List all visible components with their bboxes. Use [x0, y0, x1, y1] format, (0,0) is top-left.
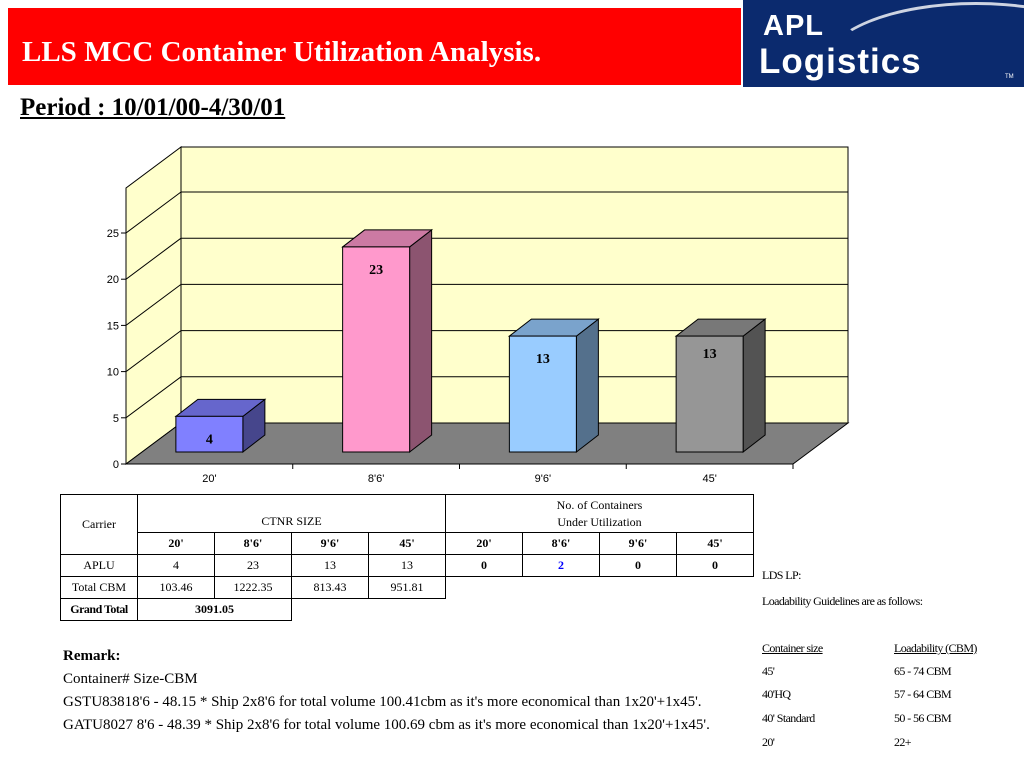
apl-logistics-logo: APL Logistics TM	[743, 0, 1024, 87]
count-cell: 4	[137, 554, 215, 577]
bar-front	[342, 246, 411, 453]
lds-load-cell: 50 - 56 CBM	[894, 711, 952, 725]
remarks-line: GATU8027 8'6 - 48.39 * Ship 2x8'6 for to…	[63, 717, 710, 733]
under-count-cell: 2	[522, 554, 600, 577]
y-tick-label: 20	[107, 274, 119, 286]
remarks-line: GSTU83818'6 - 48.15 * Ship 2x8'6 for tot…	[63, 694, 702, 710]
y-tick-label: 10	[107, 367, 119, 379]
under-count-cell: 0	[599, 554, 677, 577]
under-size-header-cell: 9'6'	[599, 532, 677, 555]
size-header-cell: 20'	[137, 532, 215, 555]
y-tick-label: 15	[107, 320, 119, 332]
count-cell: 23	[214, 554, 292, 577]
ctnr-size-header-text: CTNR SIZE	[261, 514, 322, 528]
table-row-total-cbm: Total CBM 103.46 1222.35 813.43 951.81	[60, 576, 754, 599]
size-header-cell: 9'6'	[291, 532, 369, 555]
ctnr-size-header: CTNR SIZE	[137, 494, 446, 533]
gridline-side	[125, 283, 182, 326]
under-utilization-header: No. of Containers Under Utilization	[445, 494, 754, 533]
bar-front	[508, 335, 577, 453]
lds-size-cell: 40'HQ	[762, 687, 791, 701]
under-size-header-cell: 8'6'	[522, 532, 600, 555]
logo-trademark: TM	[1005, 74, 1014, 80]
lds-load-cell: 57 - 64 CBM	[894, 687, 952, 701]
table-row-grand-total: Grand Total 3091.05	[60, 598, 754, 621]
lds-load-cell: 22+	[894, 735, 912, 749]
grand-total-label: Grand Total	[60, 598, 138, 621]
bar-side	[575, 318, 599, 454]
size-header-cell: 8'6'	[214, 532, 292, 555]
under-count-cell: 0	[676, 554, 754, 577]
lds-size-cell: 40' Standard	[762, 711, 815, 725]
lds-size-cell: 45'	[762, 664, 775, 678]
size-header-cell: 45'	[368, 532, 446, 555]
page-title: LLS MCC Container Utilization Analysis.	[22, 36, 542, 68]
bar-front	[175, 415, 244, 453]
remarks-title: Remark:	[63, 648, 121, 664]
carrier-cell: APLU	[60, 554, 138, 577]
count-cell: 13	[291, 554, 369, 577]
gridline-side	[125, 330, 182, 373]
x-tick-label: 20'	[202, 473, 216, 485]
bar-1	[341, 228, 434, 454]
cbm-cell: 951.81	[368, 576, 446, 599]
grand-total-value: 3091.05	[137, 598, 292, 621]
title-banner: LLS MCC Container Utilization Analysis.	[8, 8, 741, 85]
remarks-line: Container# Size-CBM	[63, 671, 198, 687]
y-tick-label: 5	[113, 413, 119, 425]
under-size-header-cell: 45'	[676, 532, 754, 555]
cbm-cell: 1222.35	[214, 576, 292, 599]
y-tick-label: 0	[113, 459, 119, 471]
lds-title: LDS LP:	[762, 568, 801, 582]
logo-text-apl: APL	[763, 10, 824, 42]
lds-load-cell: 65 - 74 CBM	[894, 664, 952, 678]
bar-2	[507, 318, 600, 454]
under-count-cell: 0	[445, 554, 523, 577]
under-header-line-1: No. of Containers	[556, 497, 643, 512]
carrier-header: Carrier	[60, 494, 138, 555]
bar-0	[174, 398, 267, 454]
data-label: 13	[536, 352, 550, 367]
x-tick-label: 8'6'	[368, 473, 384, 485]
y-tick-label: 25	[107, 228, 119, 240]
total-cbm-label: Total CBM	[60, 576, 138, 599]
table-row-aplu: APLU 4 23 13 13 0 2 0 0	[60, 554, 754, 577]
x-tick-label: 9'6'	[535, 473, 551, 485]
lds-subtitle: Loadability Guidelines are as follows:	[762, 594, 923, 608]
data-label: 4	[206, 432, 213, 447]
data-label: 23	[369, 263, 383, 278]
remarks-block: Remark: Container# Size-CBM GSTU83818'6 …	[63, 645, 710, 737]
lds-size-cell: 20'	[762, 735, 775, 749]
bar-3	[674, 318, 767, 454]
data-label: 13	[703, 347, 717, 362]
table-blank	[292, 599, 754, 621]
lds-col2-header: Loadability (CBM)	[894, 641, 977, 655]
count-cell: 13	[368, 554, 446, 577]
table-size-row: 20' 8'6' 9'6' 45' 20' 8'6' 9'6' 45'	[61, 532, 754, 555]
table-blank	[446, 577, 754, 599]
under-size-header-cell: 20'	[445, 532, 523, 555]
table-header-row: Carrier CTNR SIZE No. of Containers Unde…	[60, 494, 754, 555]
cbm-cell: 103.46	[137, 576, 215, 599]
utilization-table: Carrier CTNR SIZE No. of Containers Unde…	[60, 494, 754, 621]
under-header-line-2: Under Utilization	[557, 514, 642, 529]
lds-col1-header: Container size	[762, 641, 823, 655]
gridline-side	[125, 376, 182, 419]
bar-front	[675, 335, 744, 453]
period-heading: Period : 10/01/00-4/30/01	[20, 94, 286, 121]
gridline-side	[125, 237, 182, 280]
bar-side	[742, 318, 766, 454]
bar-side	[409, 228, 433, 454]
cbm-cell: 813.43	[291, 576, 369, 599]
logo-text-logistics: Logistics	[759, 42, 922, 81]
gridline-side	[125, 191, 182, 234]
x-tick-label: 45'	[702, 473, 716, 485]
